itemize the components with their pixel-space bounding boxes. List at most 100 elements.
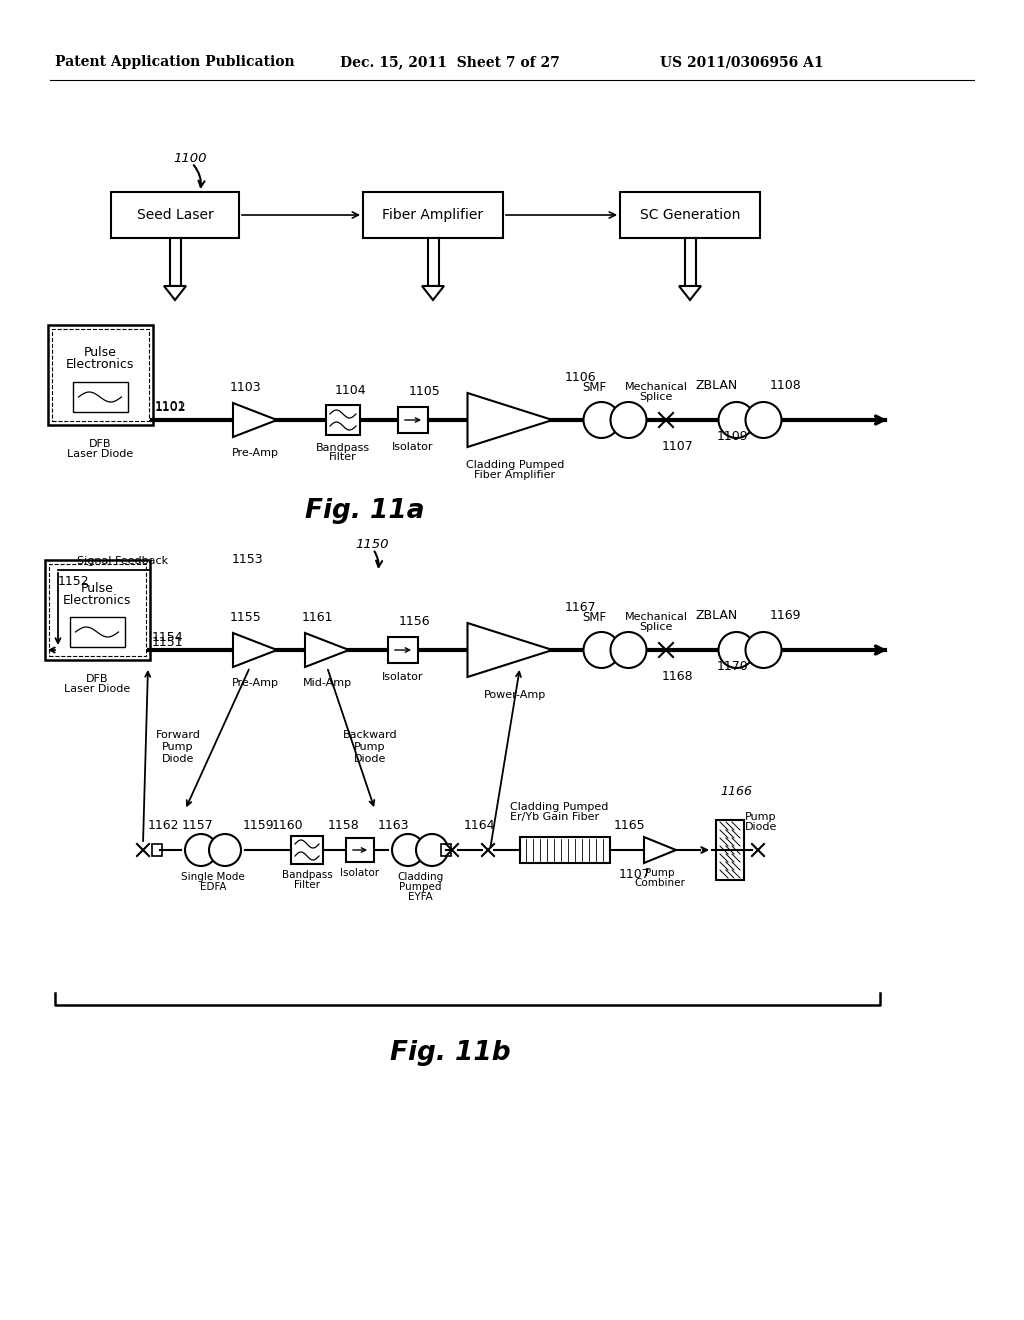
Text: 1107: 1107 [662,440,693,453]
Circle shape [392,834,424,866]
Text: SC Generation: SC Generation [640,209,740,222]
Text: 1151: 1151 [152,635,183,648]
Bar [346,838,374,862]
Text: Laser Diode: Laser Diode [63,684,130,694]
Text: ZBLAN: ZBLAN [695,379,737,392]
Text: 1108: 1108 [770,379,802,392]
Bar [51,329,148,421]
Text: Pump: Pump [645,869,675,878]
Text: 1170: 1170 [717,660,749,673]
Text: Single Mode: Single Mode [181,873,245,882]
Text: Laser Diode: Laser Diode [67,449,133,459]
Circle shape [416,834,449,866]
Circle shape [610,403,646,438]
Bar [620,191,760,238]
Text: 1156: 1156 [399,615,431,628]
Bar [441,843,451,855]
Text: 1150: 1150 [355,539,388,550]
Text: Backward: Backward [343,730,397,741]
Bar [170,238,180,286]
Bar [520,837,610,863]
Text: Fiber Amplifier: Fiber Amplifier [474,470,556,480]
Text: 1107: 1107 [618,869,650,880]
Text: Forward: Forward [156,730,201,741]
Polygon shape [305,634,349,667]
Text: 1106: 1106 [565,371,597,384]
Text: Diode: Diode [745,822,777,832]
Text: Splice: Splice [639,392,673,403]
Bar [398,407,428,433]
Text: 1157: 1157 [182,818,214,832]
Bar [152,843,162,855]
Text: Pulse: Pulse [84,346,117,359]
Text: DFB: DFB [89,440,112,449]
Circle shape [745,403,781,438]
Text: Bandpass: Bandpass [282,870,333,880]
Text: Fig. 11a: Fig. 11a [305,498,425,524]
Text: Diode: Diode [354,754,386,764]
Text: 1168: 1168 [662,671,693,682]
Polygon shape [422,286,444,300]
Bar [111,191,239,238]
Text: Er/Yb Gain Fiber: Er/Yb Gain Fiber [510,812,599,822]
Text: Pump: Pump [162,742,194,752]
Text: Pulse: Pulse [81,582,114,594]
Text: Pre-Amp: Pre-Amp [231,678,279,688]
Text: SMF: SMF [582,381,606,393]
Circle shape [610,632,646,668]
Text: 1104: 1104 [335,384,367,397]
Bar [47,325,153,425]
Text: Cladding Pumped: Cladding Pumped [466,459,564,470]
Circle shape [719,403,755,438]
Text: Combiner: Combiner [635,878,685,888]
Text: Signal Feedback: Signal Feedback [77,556,168,566]
Text: 1169: 1169 [770,609,802,622]
Text: 1163: 1163 [378,818,410,832]
Text: Fig. 11b: Fig. 11b [390,1040,510,1067]
Text: Mechanical: Mechanical [625,612,687,622]
Text: SMF: SMF [582,611,606,624]
Bar [716,820,744,880]
Text: Splice: Splice [639,622,673,632]
Text: Patent Application Publication: Patent Application Publication [55,55,295,69]
Text: Electronics: Electronics [66,359,134,371]
Text: Mechanical: Mechanical [625,381,687,392]
Polygon shape [679,286,701,300]
Text: 1164: 1164 [464,818,496,832]
Bar [70,616,125,647]
Text: Power-Amp: Power-Amp [484,690,546,700]
Polygon shape [233,403,278,437]
Polygon shape [233,634,278,667]
Text: 1153: 1153 [232,553,263,566]
Polygon shape [164,286,186,300]
Text: 1109: 1109 [717,430,749,444]
Text: 1152: 1152 [58,576,90,587]
Text: 1105: 1105 [409,385,440,399]
Text: Pumped: Pumped [398,882,441,892]
Text: DFB: DFB [86,675,109,684]
Text: Diode: Diode [162,754,195,764]
Text: 1158: 1158 [328,818,359,832]
Text: 1155: 1155 [230,611,262,624]
Text: 1167: 1167 [565,601,597,614]
Text: 1160: 1160 [272,818,304,832]
Text: Isolator: Isolator [392,442,434,451]
Text: US 2011/0306956 A1: US 2011/0306956 A1 [660,55,823,69]
Bar [291,836,323,865]
Text: Pre-Amp: Pre-Amp [231,447,279,458]
Text: EDFA: EDFA [200,882,226,892]
Bar [362,191,503,238]
Bar [684,238,695,286]
Circle shape [719,632,755,668]
Text: Dec. 15, 2011  Sheet 7 of 27: Dec. 15, 2011 Sheet 7 of 27 [340,55,560,69]
Polygon shape [644,837,676,863]
Circle shape [185,834,217,866]
Text: Isolator: Isolator [382,672,424,682]
Text: 1162: 1162 [148,818,179,832]
Text: 1103: 1103 [230,381,261,393]
Circle shape [209,834,241,866]
Circle shape [584,632,620,668]
Text: Fiber Amplifier: Fiber Amplifier [382,209,483,222]
Circle shape [745,632,781,668]
Bar [73,381,128,412]
